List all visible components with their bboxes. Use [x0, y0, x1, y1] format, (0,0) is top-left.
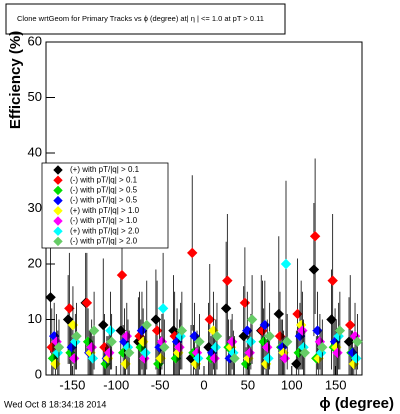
point — [334, 325, 346, 336]
x-tick-label: 150 — [325, 377, 347, 392]
legend-marker — [53, 175, 63, 185]
point — [220, 303, 232, 314]
point — [98, 319, 109, 331]
point — [245, 336, 257, 347]
point — [317, 342, 328, 353]
point — [309, 231, 321, 242]
point — [308, 264, 320, 275]
footer: Wed Oct 8 18:34:18 2014 — [4, 399, 106, 409]
x-axis-label: ϕ (degree) — [319, 395, 394, 412]
plot-area: 0 10 20 30 40 50 60 -150 -100 -50 0 50 100 150 — [28, 33, 363, 392]
point — [299, 347, 310, 359]
point — [204, 314, 215, 325]
point — [150, 314, 162, 325]
point — [53, 342, 65, 353]
y-tick-label: 0 — [35, 366, 42, 381]
point — [176, 325, 188, 336]
y-tick-label: 10 — [28, 311, 42, 326]
legend-marker — [53, 216, 63, 226]
point — [159, 342, 170, 353]
legend-label: (-) with pT/|q| > 0.1 — [70, 175, 138, 184]
point — [263, 353, 274, 364]
legend-marker — [53, 236, 63, 247]
point — [281, 336, 293, 347]
point — [45, 292, 56, 303]
x-tick-label: 100 — [281, 377, 303, 392]
legend-label: (+) with pT/|q| > 2.0 — [70, 226, 140, 235]
point — [123, 347, 135, 359]
point — [211, 330, 223, 342]
point — [210, 342, 221, 353]
point — [193, 353, 204, 364]
point — [187, 247, 198, 259]
legend-marker — [53, 226, 63, 236]
point — [87, 353, 99, 364]
point — [351, 353, 362, 364]
point — [106, 336, 117, 347]
legend-marker — [53, 185, 63, 196]
x-tick-label: -100 — [103, 377, 129, 392]
point — [71, 330, 82, 342]
point — [264, 330, 275, 342]
point — [64, 303, 75, 314]
point — [327, 275, 338, 286]
x-tick-label: 50 — [241, 377, 255, 392]
x-tick-label: -50 — [151, 377, 170, 392]
point — [116, 269, 128, 281]
point — [141, 319, 152, 331]
legend-marker — [53, 206, 63, 216]
y-tick-label: 40 — [28, 144, 42, 159]
legend-label: (+) with pT/|q| > 0.1 — [70, 165, 140, 174]
point — [105, 325, 116, 336]
y-tick-label: 50 — [28, 89, 42, 104]
legend: (+) with pT/|q| > 0.1(-) with pT/|q| > 0… — [41, 162, 169, 249]
point — [88, 325, 100, 336]
point — [352, 336, 363, 347]
chart-title: Clone wrtGeom for Primary Tracks vs ϕ (d… — [17, 14, 264, 23]
y-axis-label: Efficiency (%) — [7, 31, 24, 129]
point — [140, 347, 151, 359]
legend-marker — [53, 165, 63, 175]
legend-marker — [53, 195, 63, 206]
legend-label: (+) with pT/|q| > 1.0 — [70, 206, 140, 215]
legend-label: (-) with pT/|q| > 1.0 — [70, 216, 138, 225]
legend-box — [41, 162, 169, 249]
point — [120, 358, 131, 370]
point — [246, 314, 258, 325]
y-tick-label: 20 — [28, 255, 42, 270]
point — [280, 258, 292, 270]
y-tick-label: 60 — [28, 33, 42, 48]
point — [62, 314, 74, 325]
point — [229, 353, 240, 364]
point — [222, 275, 233, 286]
point — [273, 308, 285, 320]
point — [157, 303, 169, 314]
x-tick-label: -150 — [59, 377, 85, 392]
point — [81, 297, 93, 309]
point — [136, 325, 148, 336]
point — [194, 336, 205, 347]
y-tick-label: 30 — [28, 200, 42, 215]
x-tick-label: 0 — [200, 377, 207, 392]
legend-label: (-) with pT/|q| > 0.5 — [70, 196, 138, 205]
legend-label: (-) with pT/|q| > 2.0 — [70, 237, 138, 246]
legend-label: (-) with pT/|q| > 0.5 — [70, 186, 138, 195]
title-box — [5, 3, 286, 35]
point — [345, 319, 356, 331]
